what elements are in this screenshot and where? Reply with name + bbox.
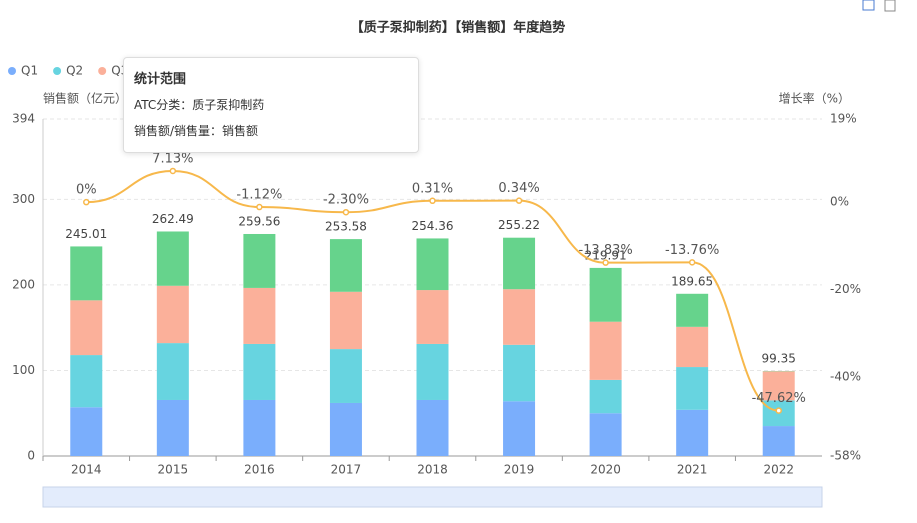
total-label: 253.58	[325, 220, 367, 234]
bar-segment	[589, 321, 622, 380]
x-tick-label: 2022	[763, 463, 794, 477]
growth-label: -1.12%	[236, 188, 282, 203]
total-label: 99.35	[762, 352, 796, 366]
total-label: 254.36	[412, 219, 454, 233]
x-tick-label: 2020	[590, 463, 621, 477]
y-tick-label: 200	[12, 277, 35, 291]
legend-label: Q2	[66, 64, 83, 78]
bar-segment	[503, 344, 536, 402]
tooltip-title: 统计范围	[134, 72, 187, 87]
y2-tick-label: -40%	[830, 370, 861, 384]
y-tick-label: 394	[12, 112, 35, 126]
bar-segment	[243, 343, 276, 400]
total-label: 259.56	[238, 214, 280, 228]
total-label: 262.49	[152, 212, 194, 226]
zoom-slider[interactable]	[42, 486, 823, 508]
growth-point	[169, 167, 177, 175]
bar-segment	[156, 285, 189, 344]
y-tick-label: 0	[27, 449, 35, 463]
bar-segment	[329, 291, 362, 350]
legend-marker	[8, 67, 16, 75]
growth-point	[775, 407, 782, 414]
y-tick-label: 100	[12, 363, 35, 377]
growth-label: 7.13%	[152, 151, 193, 166]
bar-segment	[503, 401, 536, 456]
bar-segment	[156, 231, 189, 286]
growth-label: -2.30%	[323, 193, 369, 208]
bar-segment	[70, 300, 103, 356]
growth-point	[688, 259, 696, 266]
chart-title: 【质子泵抑制药】【销售额】年度趋势	[351, 20, 566, 36]
y2-tick-label: -58%	[830, 449, 861, 463]
growth-point	[83, 198, 90, 206]
growth-label: 0.31%	[412, 181, 453, 196]
tooltip-line: 销售额/销售量：销售额	[134, 124, 259, 138]
x-tick-label: 2017	[331, 463, 362, 477]
bar-segment	[762, 426, 795, 456]
x-tick-label: 2015	[158, 463, 189, 477]
y2-axis-title: 增长率（%）	[779, 91, 850, 106]
y2-tick-label: 19%	[830, 112, 857, 126]
growth-point	[429, 197, 436, 205]
bar-segment	[416, 343, 449, 400]
bar-segment	[676, 409, 709, 456]
bar-segment	[676, 326, 709, 368]
bar-segment	[70, 246, 103, 301]
x-tick-label: 2021	[677, 463, 708, 477]
legend-label: Q1	[21, 64, 38, 78]
growth-label: -13.76%	[665, 243, 719, 258]
legend-marker	[98, 67, 107, 75]
growth-label: 0%	[76, 183, 97, 198]
total-label: 189.65	[671, 274, 713, 288]
bar-segment	[762, 371, 795, 401]
bar-segment	[329, 402, 362, 456]
total-label: 255.22	[498, 218, 540, 232]
bar-segment	[589, 413, 622, 456]
bar-segment	[503, 289, 536, 345]
bar-segment	[243, 233, 276, 288]
bar-segment	[503, 237, 536, 290]
bar-segment	[243, 399, 276, 456]
growth-point	[256, 203, 263, 211]
bar-segment	[156, 399, 189, 456]
bar-segment	[676, 293, 709, 327]
growth-point	[515, 197, 523, 204]
bar-segment	[243, 287, 276, 344]
y-axis-title: 销售额（亿元）	[43, 91, 127, 106]
bar-segment	[416, 238, 449, 291]
bar-segment	[416, 399, 449, 456]
bar-segment	[329, 349, 362, 403]
growth-point	[602, 259, 609, 266]
tooltip-line: ATC分类：质子泵抑制药	[134, 98, 265, 112]
x-tick-label: 2019	[504, 463, 535, 477]
total-label: 245.01	[65, 227, 107, 241]
x-tick-label: 2014	[71, 463, 102, 477]
y2-tick-label: -20%	[830, 282, 861, 296]
bar-segment	[676, 367, 709, 410]
bar-segment	[589, 267, 622, 322]
legend-marker	[53, 67, 62, 75]
x-tick-label: 2016	[244, 463, 275, 477]
y-tick-label: 300	[12, 192, 35, 206]
bar-segment	[70, 407, 103, 456]
growth-label: -47.62%	[752, 391, 806, 406]
y2-tick-label: 0%	[830, 195, 849, 209]
growth-point	[342, 208, 350, 216]
bar-segment	[70, 355, 103, 408]
toolbar[interactable]	[862, 0, 896, 12]
bar-segment	[329, 239, 362, 292]
tooltip: 统计范围 ATC分类：质子泵抑制药 销售额/销售量：销售额	[123, 57, 419, 153]
bar-segment	[589, 379, 622, 414]
bar-segment	[416, 290, 449, 344]
growth-label: -13.83%	[578, 243, 632, 258]
growth-label: 0.34%	[498, 181, 539, 196]
x-tick-label: 2018	[417, 463, 448, 477]
bar-segment	[156, 343, 189, 400]
total-label: 219.91	[585, 248, 627, 262]
